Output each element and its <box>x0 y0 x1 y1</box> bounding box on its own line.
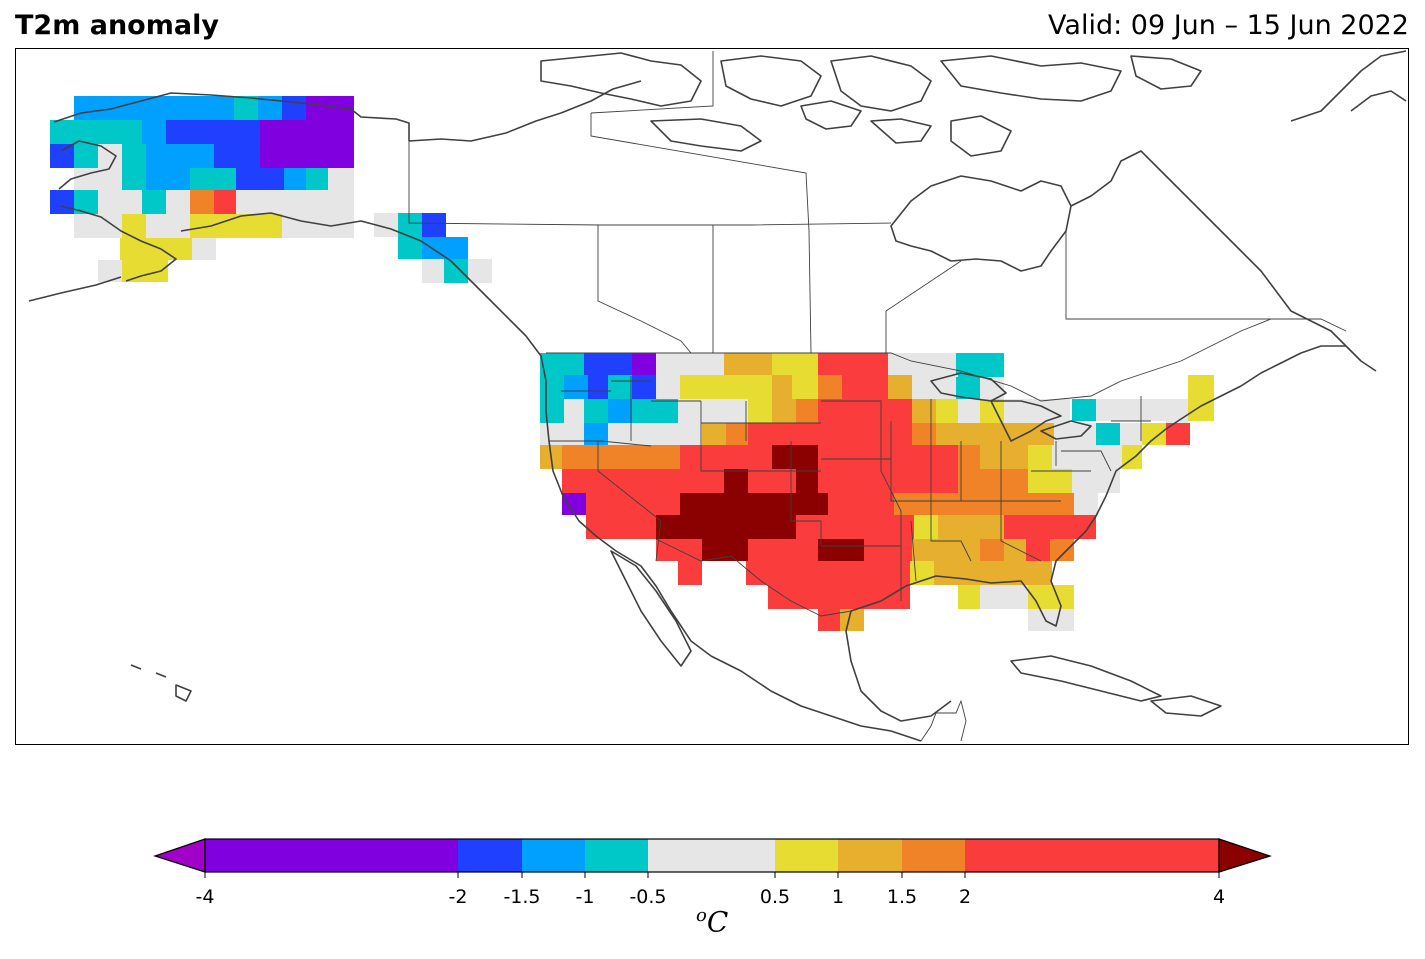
colorbar-segment <box>458 839 522 872</box>
colorbar-unit-label: oC <box>696 905 729 939</box>
colorbar-segment <box>205 839 458 872</box>
map-title: T2m anomaly <box>15 10 219 41</box>
colorbar-tick-label: -1 <box>576 886 595 908</box>
colorbar-ticks: -4 -2 -1.5 -1 -0.5 0.5 1 1.5 2 4 <box>196 872 1225 908</box>
colorbar-tick-label: -0.5 <box>629 886 666 908</box>
colorbar-tick-label: 1.5 <box>887 886 917 908</box>
colorbar-tick-label: -2 <box>449 886 468 908</box>
political-borders <box>408 51 1347 742</box>
map-panel <box>15 48 1409 745</box>
valid-date-range: Valid: 09 Jun – 15 Jun 2022 <box>1048 10 1409 41</box>
anomaly-grid <box>50 96 1214 631</box>
colorbar-tick-label: 0.5 <box>760 886 790 908</box>
colorbar-segment <box>838 839 902 872</box>
colorbar-tick-label: -1.5 <box>503 886 540 908</box>
colorbar-segments <box>205 839 1219 872</box>
colorbar-under-extension <box>153 838 206 873</box>
colorbar-segment <box>775 839 838 872</box>
colorbar-over-extension <box>1218 838 1272 873</box>
colorbar-segment <box>965 839 1219 872</box>
colorbar-segment <box>902 839 965 872</box>
colorbar-segment <box>522 839 585 872</box>
conus-anomaly-cells <box>540 353 1214 631</box>
colorbar-tick-label: 1 <box>832 886 844 908</box>
colorbar-tick-label: 4 <box>1213 886 1225 908</box>
colorbar-tick-label: -4 <box>196 886 215 908</box>
colorbar-frame <box>204 838 1220 873</box>
colorbar-segment <box>585 839 648 872</box>
map-canvas <box>28 50 1407 742</box>
coastlines <box>28 50 1407 742</box>
alaska-anomaly-cells <box>50 96 492 283</box>
colorbar-tick-label: 2 <box>959 886 971 908</box>
colorbar-segment <box>648 839 775 872</box>
